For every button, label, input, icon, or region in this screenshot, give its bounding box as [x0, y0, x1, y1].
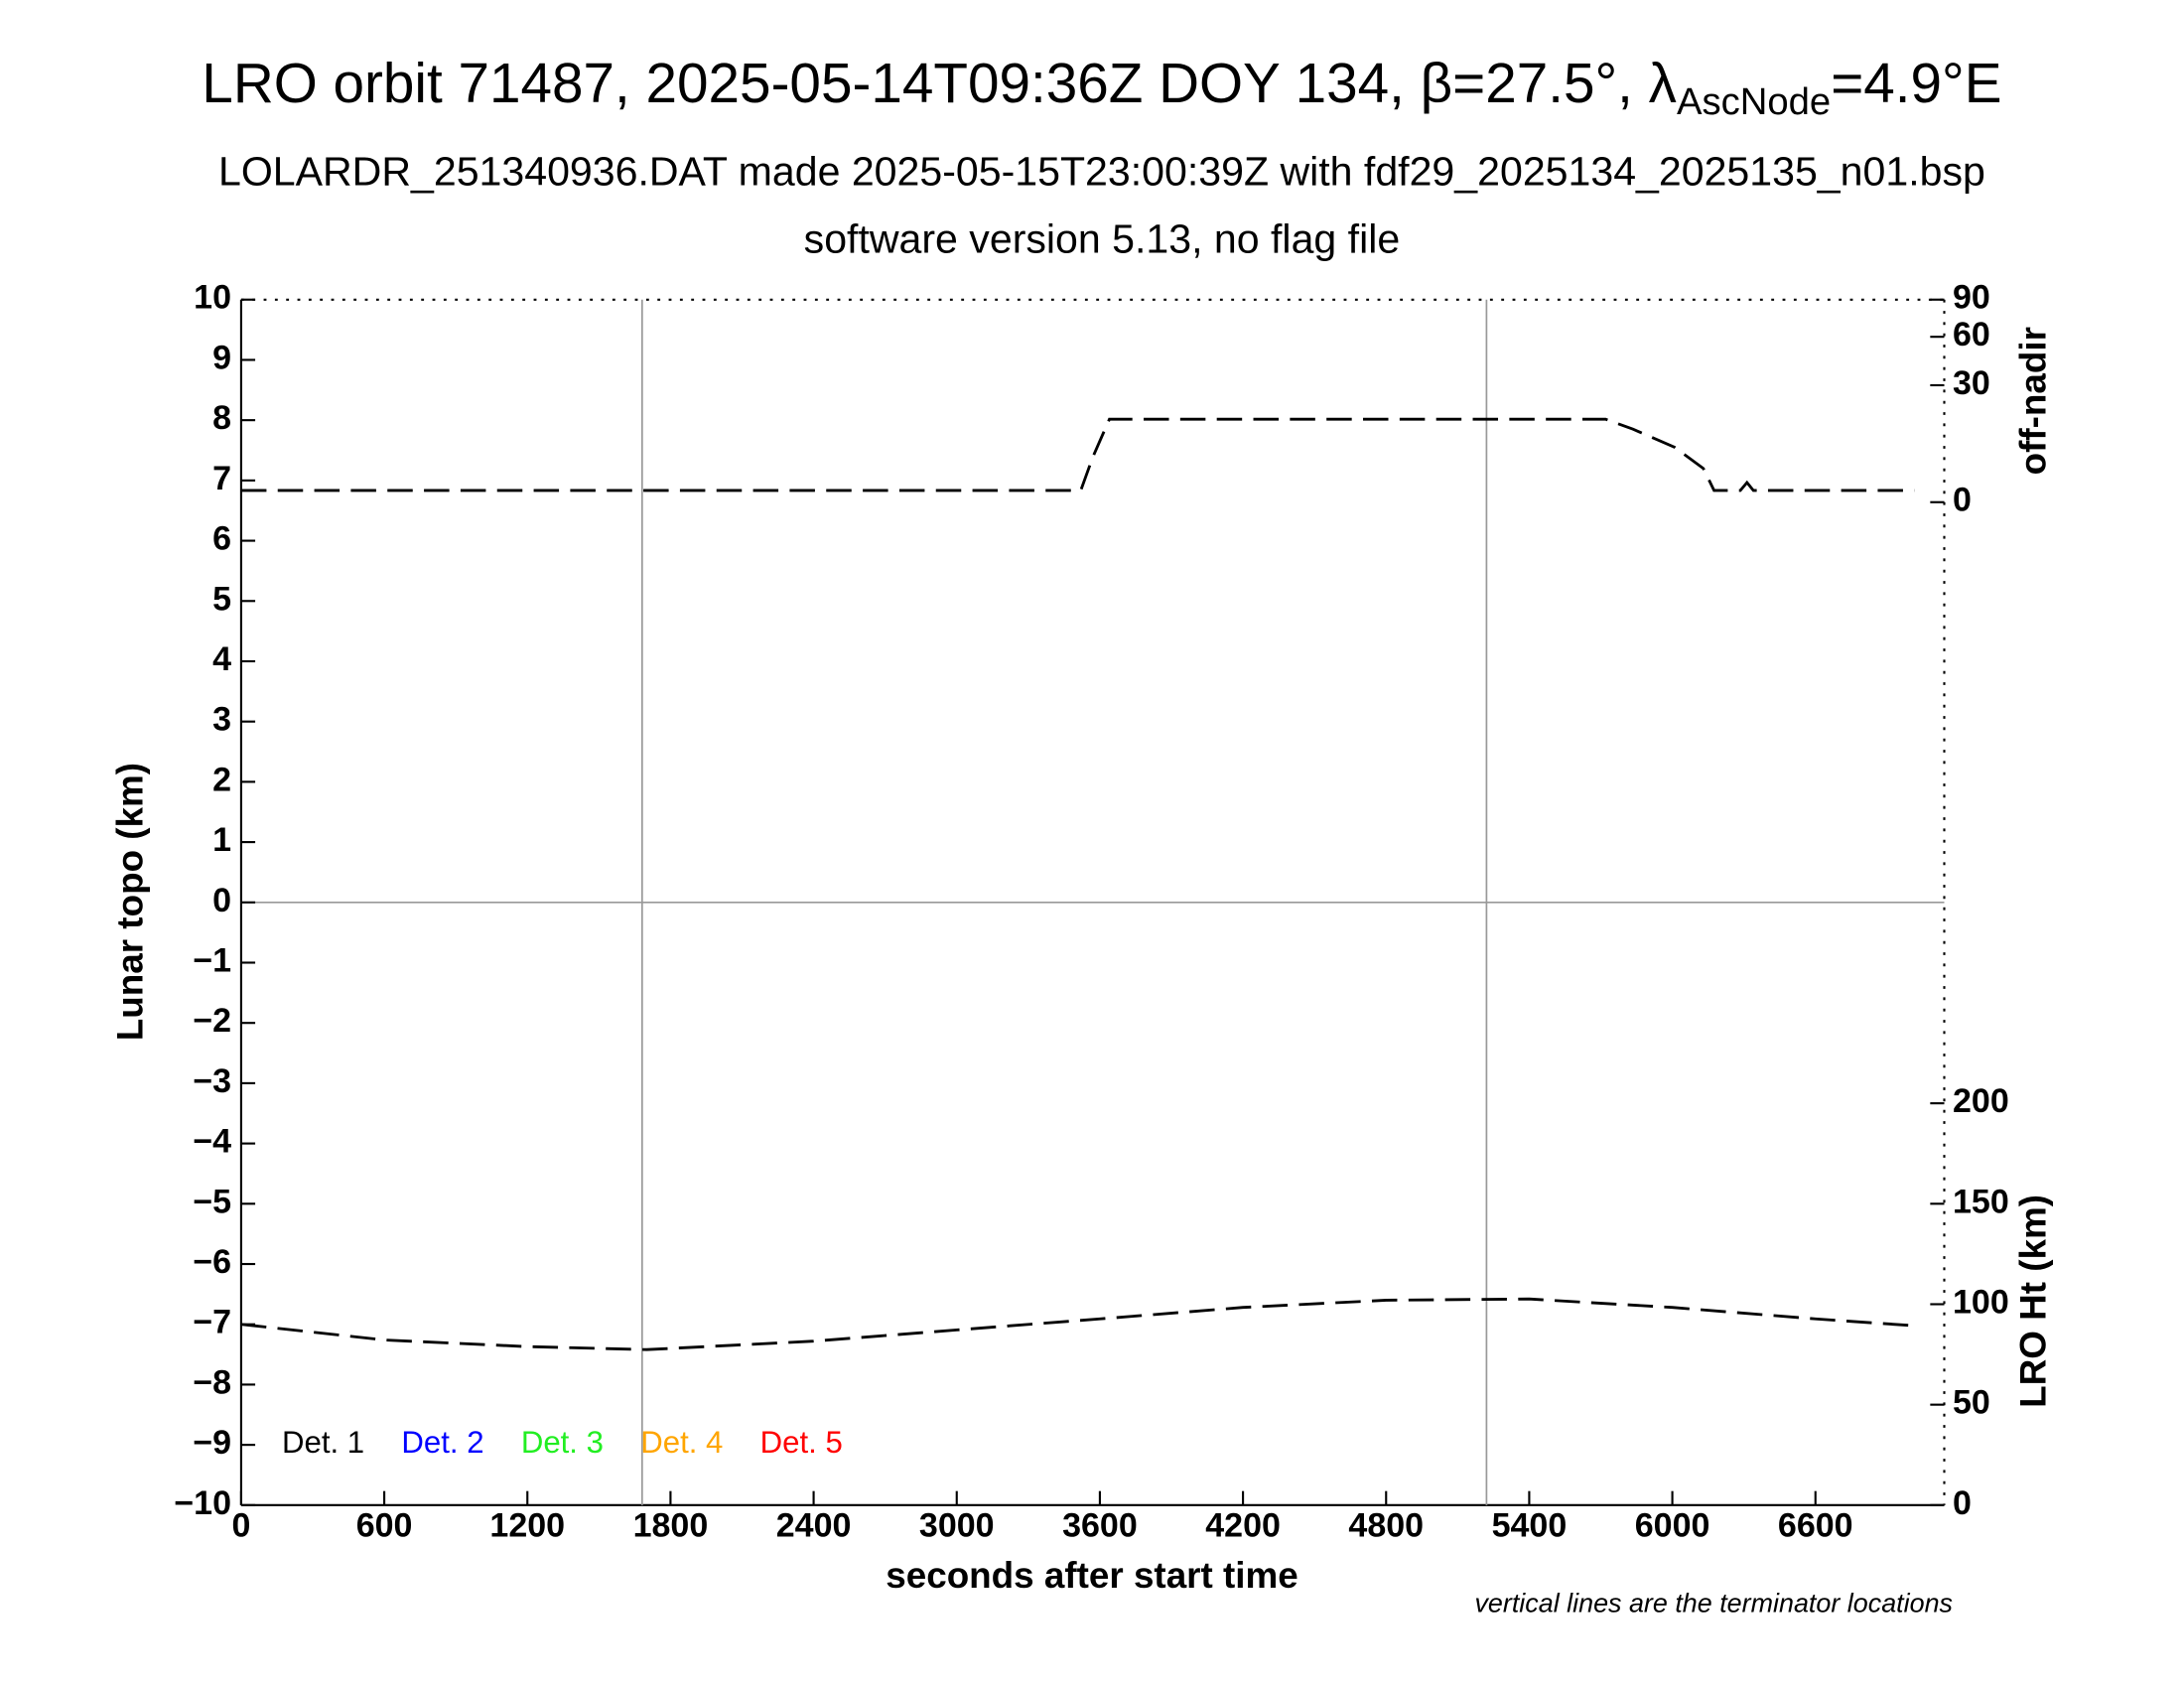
y3-axis-label: LRO Ht (km) — [2012, 1195, 2053, 1408]
y-tick-label: −6 — [193, 1243, 231, 1281]
x-tick-label: 1200 — [489, 1506, 565, 1544]
y-tick-label: 1 — [212, 821, 231, 859]
y-tick-label: −1 — [193, 941, 231, 979]
y3-tick-label: 100 — [1953, 1283, 2009, 1321]
y-tick-label: 5 — [212, 580, 231, 618]
legend-entry: Det. 4 — [640, 1425, 723, 1460]
title-part: =4.9°E — [1831, 53, 2001, 115]
y2-tick-label: 30 — [1953, 364, 1990, 402]
y-tick-label: −8 — [193, 1363, 231, 1401]
subtitle: LOLARDR_251340936.DAT made 2025-05-15T23… — [218, 149, 1985, 195]
x-tick-label: 4200 — [1205, 1506, 1281, 1544]
y-tick-label: −10 — [174, 1484, 231, 1522]
legend-entry: Det. 2 — [401, 1425, 483, 1460]
y-tick-label: 4 — [212, 640, 231, 678]
x-tick-label: 1800 — [633, 1506, 709, 1544]
y-tick-label: −3 — [193, 1062, 231, 1100]
x-tick-label: 5400 — [1492, 1506, 1568, 1544]
y-tick-label: 8 — [212, 399, 231, 437]
note: vertical lines are the terminator locati… — [1474, 1589, 1953, 1618]
y3-tick-label: 200 — [1953, 1082, 2009, 1120]
y-tick-label: 9 — [212, 339, 231, 376]
y-tick-label: −7 — [193, 1304, 231, 1341]
legend-entry: Det. 3 — [521, 1425, 604, 1460]
x-tick-label: 6600 — [1778, 1506, 1853, 1544]
legend-entry: Det. 5 — [760, 1425, 843, 1460]
y2-axis-label: off-nadir — [2012, 327, 2053, 475]
y3-tick-label: 0 — [1953, 1484, 1972, 1522]
series-line — [240, 1297, 1915, 1351]
title-subscript: AscNode — [1677, 80, 1831, 123]
y-tick-label: 6 — [212, 520, 231, 558]
y-tick-label: 3 — [212, 701, 231, 739]
y2-tick-label: 90 — [1953, 279, 1990, 317]
y-tick-label: −5 — [193, 1183, 231, 1220]
x-tick-label: 2400 — [776, 1506, 852, 1544]
series-line — [240, 417, 1915, 492]
y-tick-label: −4 — [193, 1123, 231, 1161]
y3-tick-label: 150 — [1953, 1183, 2009, 1220]
x-tick-label: 4800 — [1348, 1506, 1424, 1544]
y-tick-label: 10 — [194, 279, 231, 317]
x-axis-label: seconds after start time — [886, 1555, 1298, 1596]
chart-title: LRO orbit 71487, 2025-05-14T09:36Z DOY 1… — [202, 53, 2001, 123]
legend-entry: Det. 1 — [282, 1425, 364, 1460]
y3-tick-label: 50 — [1953, 1384, 1990, 1422]
y-tick-label: 7 — [212, 460, 231, 497]
subtitle: software version 5.13, no flag file — [804, 216, 1401, 262]
x-tick-label: 600 — [356, 1506, 413, 1544]
x-tick-label: 6000 — [1635, 1506, 1710, 1544]
x-tick-label: 0 — [231, 1506, 250, 1544]
x-tick-label: 3600 — [1062, 1506, 1138, 1544]
y2-tick-label: 60 — [1953, 316, 1990, 353]
y2-tick-label: 0 — [1953, 482, 1972, 519]
y-axis-label: Lunar topo (km) — [110, 763, 151, 1041]
x-tick-label: 3000 — [919, 1506, 995, 1544]
title-part: LRO orbit 71487, 2025-05-14T09:36Z DOY 1… — [202, 53, 1677, 115]
y-tick-label: −2 — [193, 1002, 231, 1040]
y-tick-label: 0 — [212, 882, 231, 919]
y-tick-label: −9 — [193, 1424, 231, 1462]
y-tick-label: 2 — [212, 761, 231, 798]
